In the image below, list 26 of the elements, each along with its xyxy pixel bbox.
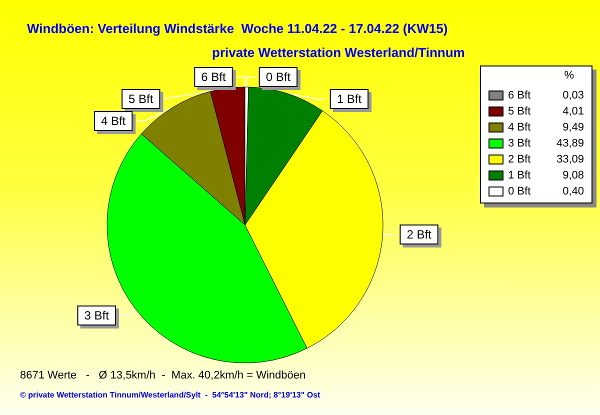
data-label: 33,09 [556,154,584,166]
slice-label: 2 Bft [406,228,432,242]
slice-label: 6 Bft [201,70,227,84]
data-label: 4,01 [562,106,584,118]
slice-label: 4 Bft [100,114,126,128]
data-label: 0,03 [562,90,584,102]
chart-title: Windböen: Verteilung Windstärke Woche 11.04.22 - 17.04.22 (KW15) [27,21,448,36]
chart-subtitle: private Wetterstation Westerland/Tinnum [212,45,465,60]
legend-label: 3 Bft [508,138,531,150]
text: 8671 Werte - Ø 13,5km/h - Max. 40,2km/h = Windböen [20,370,306,382]
data-label: 9,08 [562,170,584,182]
slice-label: 0 Bft [266,70,292,84]
legend-title: % [564,70,574,82]
text: © private Wetterstation Tinnum/Westerland/Sylt - 54°54'13" Nord; 8°19'13" Ost [20,390,321,400]
legend-label: 2 Bft [508,154,531,166]
legend-label: 1 Bft [508,170,531,182]
legend-label: 6 Bft [508,90,531,102]
legend-label: 4 Bft [508,122,531,134]
legend-label: 0 Bft [508,186,531,198]
slice-label: 1 Bft [336,92,362,106]
data-label: 0,40 [562,186,584,198]
data-label: 9,49 [562,122,584,134]
slice-label: 5 Bft [128,92,154,106]
slice-label: 3 Bft [84,308,110,323]
data-label: 43,89 [556,138,584,150]
legend-label: 5 Bft [508,106,531,118]
